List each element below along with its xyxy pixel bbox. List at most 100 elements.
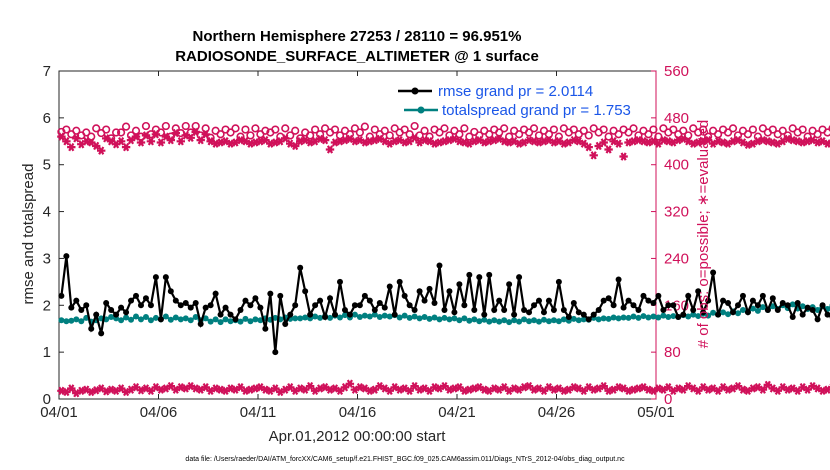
rmse-point xyxy=(710,269,717,276)
obs-possible-marker xyxy=(589,124,598,133)
totalspread-point xyxy=(386,313,393,320)
totalspread-point xyxy=(351,311,358,318)
obs-possible-marker xyxy=(728,124,738,133)
totalspread-point xyxy=(227,318,234,325)
legend-spread-label: totalspread grand pr = 1.753 xyxy=(442,102,631,119)
x-tick-label: 04/11 xyxy=(240,404,276,421)
totalspread-point xyxy=(695,313,702,320)
obs-evaluated-marker xyxy=(121,142,131,152)
y-axis-label-right: # of obs: o=possible; ∗=evaluated xyxy=(695,120,712,349)
totalspread-point xyxy=(341,312,348,319)
obs-evaluated-marker xyxy=(410,133,419,142)
rmse-point xyxy=(406,302,413,309)
obs-possible-marker xyxy=(629,124,638,133)
totalspread-point xyxy=(635,314,642,321)
obs-count-marker xyxy=(599,381,608,391)
obs-evaluated-marker xyxy=(470,137,479,146)
obs-possible-marker xyxy=(798,125,807,134)
totalspread-point xyxy=(257,317,264,324)
obs-evaluated-marker xyxy=(674,135,683,145)
rmse-point xyxy=(73,297,80,304)
rmse-point xyxy=(128,297,135,304)
obs-count-marker xyxy=(57,386,66,395)
totalspread-point xyxy=(605,315,612,322)
y-left-tick-label: 0 xyxy=(43,391,51,408)
rmse-point xyxy=(297,264,304,271)
rmse-point xyxy=(78,306,85,313)
rmse-point xyxy=(441,306,448,313)
totalspread-point xyxy=(147,317,154,324)
rmse-point xyxy=(824,311,830,318)
totalspread-point xyxy=(371,311,378,318)
rmse-point xyxy=(346,311,353,318)
rmse-point xyxy=(252,295,259,302)
obs-possible-marker xyxy=(191,121,200,131)
totalspread-point xyxy=(650,313,657,320)
rmse-point xyxy=(615,276,622,283)
obs-evaluated-marker xyxy=(97,146,106,155)
obs-evaluated-marker xyxy=(823,139,830,148)
rmse-point xyxy=(819,302,826,309)
totalspread-point xyxy=(192,314,199,320)
obs-count-marker xyxy=(450,384,459,393)
rmse-point xyxy=(521,306,528,313)
obs-evaluated-marker xyxy=(296,137,305,146)
rmse-point xyxy=(739,292,746,299)
obs-count-marker xyxy=(241,386,250,395)
obs-possible-marker xyxy=(788,124,797,133)
obs-possible-marker xyxy=(624,128,633,137)
obs-possible-marker xyxy=(435,128,444,137)
totalspread-point xyxy=(555,318,562,325)
obs-possible-marker xyxy=(72,126,81,135)
totalspread-point xyxy=(376,314,383,320)
chart-title-line-2: RADIOSONDE_SURFACE_ALTIMETER @ 1 surface xyxy=(175,48,539,65)
totalspread-point xyxy=(516,318,523,325)
rmse-point xyxy=(212,290,219,297)
obs-evaluated-marker xyxy=(664,137,673,146)
obs-count-marker xyxy=(818,386,827,395)
obs-evaluated-marker xyxy=(480,138,489,147)
obs-evaluated-marker xyxy=(614,139,623,148)
totalspread-point xyxy=(496,318,503,325)
totalspread-point xyxy=(212,316,219,323)
obs-count-marker xyxy=(261,385,270,394)
totalspread-point xyxy=(660,312,667,319)
obs-count-marker xyxy=(748,384,758,393)
y-left-tick-label: 1 xyxy=(43,344,51,361)
obs-evaluated-marker xyxy=(634,135,643,145)
obs-evaluated-marker xyxy=(340,135,350,145)
obs-evaluated-marker xyxy=(768,138,777,147)
totalspread-point xyxy=(108,314,115,320)
obs-possible-marker xyxy=(644,130,653,139)
totalspread-point xyxy=(202,315,209,322)
obs-possible-marker xyxy=(370,125,379,134)
x-axis-label: Apr.01,2012 00:00:00 start xyxy=(269,428,447,445)
totalspread-point xyxy=(312,313,319,320)
obs-evaluated-marker xyxy=(549,138,559,147)
obs-evaluated-marker xyxy=(57,132,66,141)
totalspread-point xyxy=(754,307,761,314)
y-left-tick-label: 2 xyxy=(43,297,51,314)
obs-count-marker xyxy=(559,386,569,395)
rmse-point xyxy=(282,321,289,328)
rmse-point xyxy=(152,274,159,281)
rmse-point xyxy=(715,311,722,318)
rmse-point xyxy=(804,304,811,311)
rmse-point xyxy=(108,306,115,313)
totalspread-point xyxy=(481,316,488,323)
rmse-point xyxy=(197,321,204,328)
totalspread-point xyxy=(560,316,567,323)
chart-title-line-1: Northern Hemisphere 27253 / 28110 = 96.9… xyxy=(193,28,522,45)
totalspread-point xyxy=(247,318,254,325)
totalspread-point xyxy=(511,317,518,324)
y-left-tick-label: 7 xyxy=(43,63,51,80)
legend-spread-marker xyxy=(417,106,425,114)
totalspread-point xyxy=(237,318,244,325)
obs-possible-marker xyxy=(723,128,733,137)
obs-possible-marker xyxy=(758,124,767,133)
totalspread-point xyxy=(501,317,508,324)
obs-count-marker xyxy=(251,384,260,393)
totalspread-point xyxy=(799,303,806,310)
y-right-tick-label: 80 xyxy=(664,344,681,361)
